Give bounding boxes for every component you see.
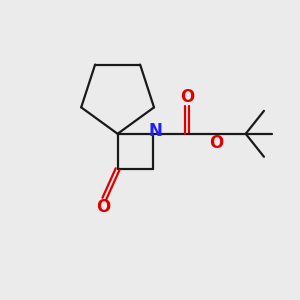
Text: N: N — [148, 122, 162, 140]
Text: O: O — [180, 88, 194, 106]
Text: O: O — [209, 134, 224, 152]
Text: O: O — [96, 198, 110, 216]
